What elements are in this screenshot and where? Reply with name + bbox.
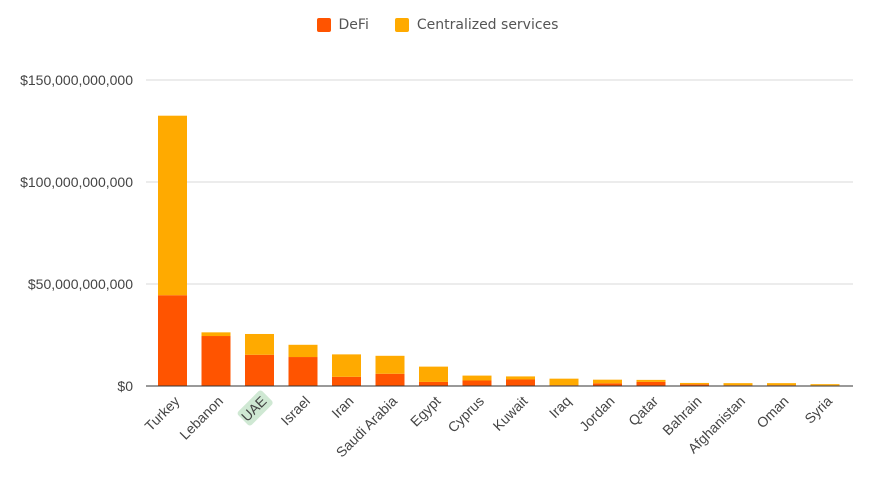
bar-centralized [201, 332, 231, 337]
x-tick-label: Cyprus [444, 393, 487, 436]
bar-centralized [332, 354, 361, 377]
y-tick-label: $50,000,000,000 [28, 276, 133, 292]
legend-item-centralized[interactable]: Centralized services [394, 17, 559, 33]
y-tick-label: $100,000,000,000 [20, 174, 133, 190]
bar-defi [288, 357, 318, 386]
bar-defi [158, 295, 187, 386]
bar-centralized [810, 384, 840, 386]
legend-swatch-centralized [394, 18, 409, 32]
bar-defi [506, 379, 535, 386]
x-tick-label: Turkey [141, 393, 182, 434]
bar-defi [332, 376, 361, 386]
x-tick-label: Egypt [407, 393, 444, 430]
bar-centralized [158, 115, 187, 296]
bar-centralized [419, 366, 448, 382]
bar-defi [201, 336, 231, 386]
bar-centralized [375, 355, 405, 374]
bar-centralized [723, 383, 753, 386]
legend-item-defi[interactable]: DeFi [316, 17, 369, 33]
bar-centralized [462, 375, 492, 381]
legend: DeFi Centralized services [0, 17, 875, 33]
x-tick-label: Israel [278, 393, 314, 429]
category-highlight [237, 390, 273, 426]
bar-defi [593, 383, 622, 386]
y-tick-label: $0 [117, 378, 133, 394]
bar-centralized [593, 379, 622, 384]
bar-defi [375, 373, 405, 386]
bar-centralized [636, 379, 666, 382]
y-tick-label: $150,000,000,000 [20, 72, 133, 88]
x-tick-label: Jordan [576, 393, 618, 435]
x-tick-label: Kuwait [490, 393, 531, 434]
bar-centralized [245, 333, 274, 355]
bar-defi [680, 384, 709, 386]
bar-defi [245, 354, 274, 386]
bar-centralized [680, 382, 709, 385]
x-tick-label: Iraq [546, 393, 574, 421]
legend-label-centralized: Centralized services [416, 17, 559, 33]
bar-centralized [506, 376, 535, 380]
bar-defi [462, 380, 492, 386]
bar-defi [636, 381, 666, 386]
x-tick-label: Lebanon [176, 393, 226, 443]
bar-defi [419, 381, 448, 386]
legend-swatch-defi [316, 18, 331, 32]
x-tick-label: Qatar [625, 393, 661, 429]
x-tick-label: Syria [801, 393, 835, 427]
bar-centralized [549, 378, 579, 386]
legend-label-defi: DeFi [338, 17, 369, 33]
bar-centralized [767, 383, 796, 386]
x-tick-label: Oman [753, 393, 791, 431]
x-tick-label: Iran [328, 393, 356, 421]
bar-centralized [288, 344, 318, 358]
